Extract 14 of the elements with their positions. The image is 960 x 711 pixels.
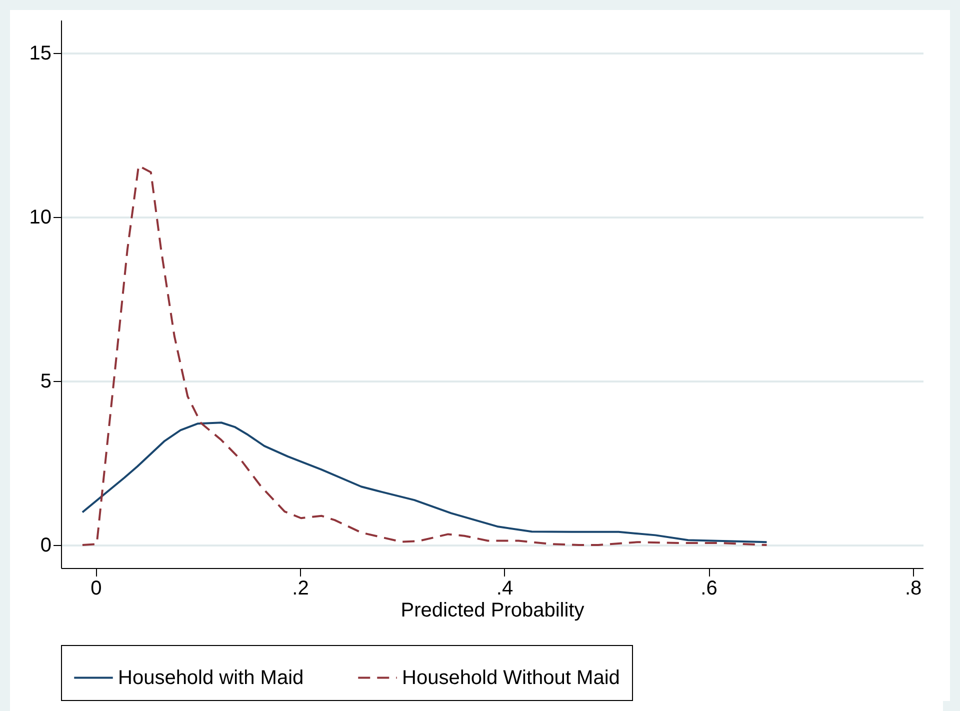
y-tick-label: 5 [40, 370, 52, 392]
line-series [81, 422, 768, 544]
x-tick-label: .6 [700, 578, 718, 600]
legend-label: Household Without Maid [402, 666, 620, 689]
x-tick-label: 0 [90, 578, 102, 600]
y-tick-label: 0 [40, 534, 52, 557]
x-tick-label: .2 [292, 578, 309, 600]
x-tick-label: .8 [904, 578, 922, 600]
x-tick-label: .4 [496, 578, 514, 600]
y-tick-label: 10 [29, 206, 52, 228]
x-axis-title: Predicted Probability [400, 600, 584, 622]
y-tick-label: 15 [29, 42, 52, 64]
line-series [81, 164, 768, 546]
legend-label: Household with Maid [118, 666, 304, 689]
